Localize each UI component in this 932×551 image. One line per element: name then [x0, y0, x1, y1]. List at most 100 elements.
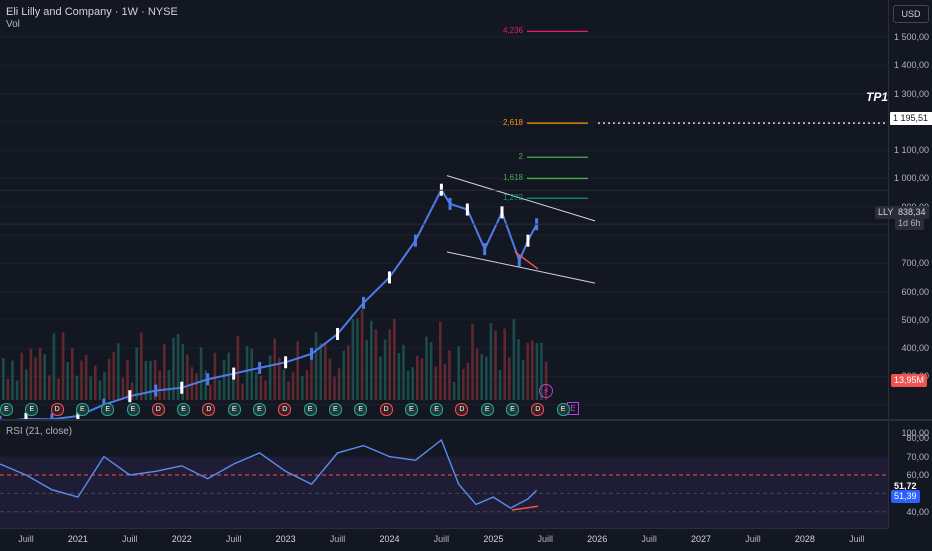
volume-bar	[126, 360, 129, 400]
countdown-badge: 1d 6h	[895, 217, 924, 230]
price-candle	[206, 373, 210, 386]
fib-level-label: 4,236	[502, 26, 523, 36]
volume-bar	[374, 329, 378, 400]
time-axis-label: Juill	[225, 534, 242, 544]
earnings-event-icon: E	[480, 403, 494, 416]
volume-bar	[383, 339, 387, 400]
volume-bar	[457, 346, 460, 400]
volume-bar	[71, 348, 74, 400]
volume-bar	[20, 352, 23, 400]
earnings-event-icon: E	[506, 403, 519, 416]
price-tick-label: 1 300,00	[893, 88, 929, 99]
volume-bar	[544, 361, 548, 400]
price-candle	[500, 206, 504, 219]
lightning-icon[interactable]: ⚡	[539, 384, 553, 398]
earnings-event-icon: E	[177, 403, 191, 416]
volume-bar	[2, 358, 5, 400]
price-candle	[517, 254, 521, 267]
dividend-event-icon: D	[379, 403, 393, 416]
volume-bar	[75, 375, 79, 400]
earnings-event-icon: E	[404, 403, 418, 416]
price-candle	[154, 384, 158, 397]
volume-bar	[351, 319, 355, 400]
divergence-line	[514, 251, 539, 270]
volume-bar	[406, 370, 410, 400]
pane-divider[interactable]	[0, 419, 932, 421]
volume-bar	[57, 378, 60, 400]
price-candle	[336, 328, 340, 340]
volume-bar	[80, 360, 83, 400]
volume-bar	[439, 321, 442, 400]
volume-bar	[66, 361, 69, 400]
earnings-event-icon: E	[101, 403, 115, 416]
volume-badge: 13,95M	[891, 374, 928, 387]
volume-bar	[144, 360, 148, 400]
volume-bar	[466, 362, 470, 400]
volume-bar	[273, 338, 276, 400]
volume-bar	[6, 378, 10, 400]
volume-bar	[121, 377, 125, 400]
time-axis-label: 2025	[483, 534, 504, 544]
time-axis-label: 2023	[275, 534, 296, 544]
earnings-event-icon: E	[126, 403, 140, 416]
dividend-event-icon: D	[202, 403, 216, 416]
price-tick-label: 100,00	[901, 428, 929, 438]
volume-bar	[397, 353, 401, 400]
volume-bar	[98, 380, 102, 400]
volume-bar	[531, 340, 534, 400]
price-tick-label: 500,00	[901, 314, 929, 325]
time-axis[interactable]: Juill 2021 Juill 2022 Juill 2023 Juill 2024 Juil…	[0, 528, 888, 551]
volume-bar	[296, 341, 299, 400]
volume-bar	[264, 380, 267, 400]
dividend-event-icon: D	[50, 403, 64, 416]
price-candle	[439, 183, 443, 196]
volume-bar	[462, 369, 465, 400]
volume-bar	[512, 318, 516, 400]
volume-bar	[475, 348, 479, 400]
earnings-event-icon: E	[253, 403, 266, 416]
dividend-event-icon: D	[278, 403, 292, 416]
volume-bar	[241, 383, 244, 400]
rsi-value-badge: 51,72	[891, 480, 920, 493]
volume-bar	[172, 337, 175, 400]
volume-bar	[471, 323, 474, 400]
earnings-event-icon: E	[430, 403, 444, 416]
fib-level-label: 2	[518, 152, 523, 162]
volume-legend: Vol	[6, 19, 20, 30]
volume-bar	[342, 350, 345, 400]
volume-bar	[282, 369, 286, 400]
price-candle	[526, 234, 530, 247]
volume-bar	[195, 373, 198, 400]
earnings-event-icon: E	[556, 403, 570, 416]
currency-button[interactable]: USD	[893, 5, 929, 23]
price-tick-label: 700,00	[901, 258, 929, 269]
price-candle	[232, 367, 236, 380]
volume-bar	[503, 328, 506, 400]
volume-bar	[425, 336, 428, 400]
price-chart-canvas[interactable]	[0, 0, 888, 434]
rsi-pane[interactable]	[0, 421, 888, 531]
price-axis[interactable]: USD 1 500,00 1 400,00 1 300,00 1 100,00 1 00…	[875, 0, 932, 528]
price-tick-label: 1 100,00	[893, 145, 929, 156]
price-tick-label: 1 500,00	[893, 32, 929, 42]
volume-bar	[218, 380, 221, 400]
volume-bar	[29, 348, 33, 400]
time-axis-label: Juill	[18, 534, 34, 544]
volume-bar	[287, 381, 290, 400]
chart-title: Eli Lilly and Company · 1W · NYSE	[6, 6, 178, 18]
time-axis-label: Juill	[329, 534, 346, 544]
rsi-ma-badge: 51,39	[891, 490, 920, 503]
price-chart-pane[interactable]: Eli Lilly and Company · 1W · NYSE Vol TP…	[0, 0, 888, 434]
rsi-legend: RSI (21, close)	[6, 426, 73, 437]
volume-bar	[255, 372, 258, 400]
volume-bar	[278, 357, 281, 400]
rsi-chart-canvas[interactable]	[0, 421, 888, 531]
volume-bar	[112, 351, 115, 400]
time-axis-label: 2028	[794, 534, 815, 544]
symbol-badge: LLY	[875, 206, 897, 219]
volume-bar	[48, 375, 51, 400]
price-tick-label: 400,00	[901, 343, 929, 354]
volume-bar	[314, 332, 318, 400]
rsi-band	[0, 456, 888, 531]
price-candle	[258, 361, 262, 374]
